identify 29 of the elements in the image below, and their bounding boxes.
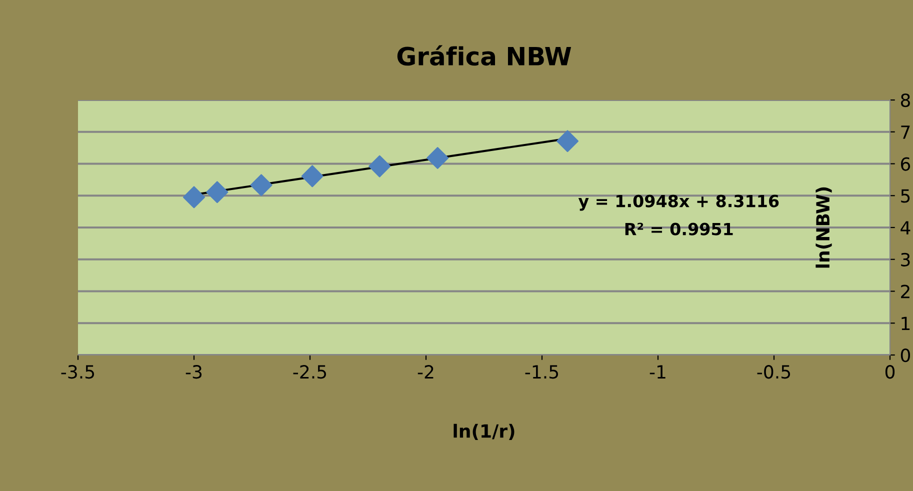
y-tick-label: 2 [901,284,910,298]
point [301,165,324,188]
x-tick-label: -0.5 [757,365,790,379]
x-tick-label: -2 [418,365,434,378]
y-tick-label: 3 [901,252,910,266]
y-tick-label: 7 [901,126,910,139]
point [206,181,228,204]
chart-title: Gráfica NBW [397,45,572,66]
point [368,155,391,178]
annotation: y = 1.0948x + 8.3116 [578,194,779,211]
y-tick-label: 1 [902,316,910,330]
y-tick-label: 4 [900,221,910,234]
x-tick-label: -3.5 [61,365,94,379]
y-tick-label: 5 [901,189,910,203]
point [183,186,205,208]
y-axis-title: ln(NBW) [816,187,832,268]
point [426,147,449,170]
y-tick-label: 8 [900,93,910,108]
x-axis-title: ln(1/r) [454,424,514,440]
y-tick-label: 6 [900,157,910,171]
x-tick-label: -1.5 [525,365,558,379]
point [556,130,579,152]
y-tick-label: 0 [900,348,910,362]
point [250,174,272,196]
x-tick-label: -1 [650,365,666,378]
x-tick-label: -3 [186,365,202,379]
x-tick-label: -2.5 [293,365,326,379]
x-tick-label: 0 [885,365,895,379]
annotation: R² = 0.9951 [625,222,733,236]
